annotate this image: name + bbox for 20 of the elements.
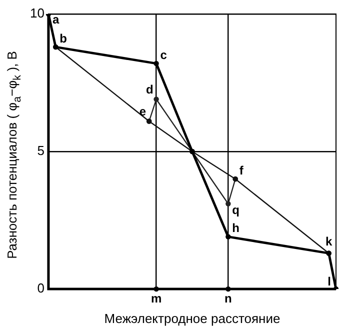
data-label: a — [52, 12, 60, 26]
y-tick-label: 10 — [30, 6, 44, 21]
point — [154, 60, 159, 66]
data-label: c — [160, 48, 168, 62]
data-label: l — [328, 274, 331, 288]
data-label: b — [60, 31, 67, 46]
data-label: q — [232, 203, 240, 218]
data-label: h — [232, 221, 240, 236]
point — [226, 201, 231, 206]
point — [154, 96, 159, 102]
y-tick-label: 0 — [37, 280, 44, 296]
point — [226, 234, 231, 240]
data-label: d — [146, 82, 154, 97]
y-tick-label: 5 — [37, 143, 44, 158]
data-label: k — [325, 234, 332, 249]
x-axis-title: Межэлектродное расстояние — [104, 310, 280, 326]
x-tick-label: m — [150, 292, 162, 306]
data-label: f — [239, 163, 244, 178]
data-label: e — [139, 104, 146, 119]
x-tick-label: n — [224, 292, 232, 306]
